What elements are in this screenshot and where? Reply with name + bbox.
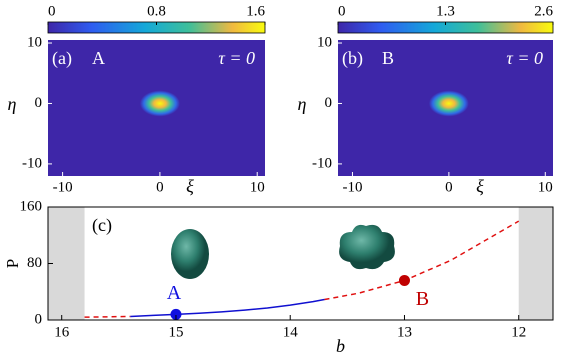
soliton-shape [171, 229, 209, 279]
x-tick-label: 16 [54, 324, 70, 340]
panel-label: (c) [92, 215, 112, 236]
y-tick-label: 80 [27, 255, 42, 271]
shaded-region [48, 207, 85, 320]
y-tick-label: 0 [325, 95, 333, 111]
soliton-shape [339, 224, 395, 270]
colorbar-tick-label: 0.8 [147, 3, 166, 19]
intensity-peak [428, 90, 469, 117]
solution-point [170, 308, 182, 320]
y-axis-label: η [298, 94, 307, 114]
panel-label: (a) [52, 48, 72, 69]
panel-name: B [382, 48, 394, 68]
y-tick-label: 10 [317, 34, 332, 50]
x-tick-label: 12 [511, 324, 526, 340]
x-axis-label: ξ [476, 176, 484, 196]
x-tick-label: -10 [53, 179, 73, 195]
x-tick-label: 13 [397, 324, 412, 340]
x-tick-label: 10 [250, 179, 265, 195]
x-tick-label: 15 [168, 324, 183, 340]
colorbar-tick-label: 0 [338, 3, 346, 19]
panel-label: (b) [342, 48, 363, 69]
shaded-region [518, 207, 553, 320]
x-tick-label: 0 [156, 179, 164, 195]
panel-annotation: τ = 0 [218, 48, 255, 68]
y-tick-label: 0 [35, 95, 43, 111]
colorbar-tick-label: 1.6 [246, 3, 265, 19]
intensity-peak [139, 90, 180, 117]
curve [84, 220, 520, 318]
y-tick-label: 10 [27, 34, 42, 50]
curve [130, 298, 325, 318]
point-label: A [167, 282, 182, 304]
x-axis-label: b [336, 336, 345, 356]
solution-point [398, 274, 410, 286]
colorbar-tick-label: 1.3 [436, 3, 455, 19]
x-tick-label: 14 [283, 324, 299, 340]
y-tick-label: -10 [22, 155, 42, 171]
surface-a [171, 229, 209, 279]
panel-name: A [92, 48, 105, 68]
y-axis-label: η [8, 94, 17, 114]
panel-annotation: τ = 0 [506, 48, 543, 68]
surface-b [339, 224, 395, 270]
x-tick-label: 10 [538, 179, 553, 195]
y-tick-label: 0 [35, 311, 43, 327]
colorbar-tick-label: 2.6 [534, 3, 553, 19]
x-axis-label: ξ [186, 176, 194, 196]
colorbar-tick-label: 0 [48, 3, 56, 19]
y-tick-label: -10 [312, 155, 332, 171]
x-tick-label: -10 [342, 179, 362, 195]
x-tick-label: 0 [445, 179, 453, 195]
point-label: B [416, 288, 429, 310]
y-tick-label: 160 [20, 198, 43, 214]
y-axis-label: P [3, 259, 22, 268]
